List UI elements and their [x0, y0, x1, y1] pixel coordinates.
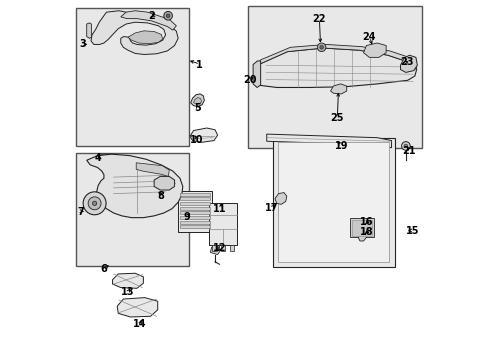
Polygon shape: [210, 245, 220, 255]
Circle shape: [166, 14, 169, 18]
Bar: [180, 211, 210, 215]
Polygon shape: [86, 23, 91, 39]
Bar: [247, 6, 421, 148]
Text: 17: 17: [264, 203, 278, 213]
Text: 21: 21: [402, 145, 415, 156]
Text: 12: 12: [213, 243, 226, 253]
Polygon shape: [358, 232, 366, 241]
Circle shape: [163, 12, 172, 20]
Text: 6: 6: [101, 264, 107, 274]
Bar: [351, 220, 371, 235]
Text: 11: 11: [213, 204, 226, 214]
Polygon shape: [121, 11, 176, 30]
Polygon shape: [400, 55, 416, 72]
Bar: [76, 153, 188, 266]
Polygon shape: [112, 273, 143, 288]
Text: 7: 7: [77, 207, 83, 217]
Text: 16: 16: [360, 217, 373, 227]
Bar: [76, 8, 188, 146]
Bar: [180, 197, 210, 201]
Polygon shape: [117, 298, 158, 317]
Text: 14: 14: [133, 319, 146, 329]
Circle shape: [403, 144, 407, 148]
Polygon shape: [230, 244, 234, 251]
Text: 25: 25: [329, 113, 343, 123]
Text: 22: 22: [312, 14, 325, 24]
Polygon shape: [190, 94, 204, 107]
Bar: [278, 142, 388, 262]
Bar: [178, 191, 212, 232]
Bar: [180, 202, 210, 205]
Circle shape: [88, 197, 101, 210]
Bar: [180, 216, 210, 219]
Text: 20: 20: [242, 75, 256, 85]
Polygon shape: [212, 244, 216, 251]
Bar: [273, 138, 394, 267]
Circle shape: [317, 43, 325, 51]
Bar: [180, 221, 210, 224]
Polygon shape: [136, 163, 169, 176]
Text: 19: 19: [334, 141, 347, 151]
Circle shape: [319, 45, 323, 49]
Text: 24: 24: [362, 32, 375, 42]
Polygon shape: [257, 44, 416, 69]
Bar: [180, 207, 210, 210]
Bar: [180, 193, 210, 196]
Polygon shape: [86, 154, 183, 218]
Text: 8: 8: [158, 191, 164, 201]
Text: 23: 23: [399, 57, 412, 67]
Text: 15: 15: [405, 226, 418, 236]
Text: 3: 3: [79, 40, 85, 49]
Polygon shape: [253, 61, 260, 87]
Text: 2: 2: [148, 11, 155, 21]
Circle shape: [401, 141, 409, 150]
Text: 1: 1: [196, 59, 203, 69]
Bar: [180, 225, 210, 228]
Text: 18: 18: [360, 227, 373, 237]
Text: 13: 13: [121, 287, 134, 297]
Circle shape: [92, 201, 97, 206]
Circle shape: [83, 192, 106, 215]
Bar: [349, 218, 373, 237]
Polygon shape: [193, 98, 201, 104]
Bar: [208, 203, 237, 244]
Polygon shape: [154, 176, 174, 190]
Text: 5: 5: [193, 103, 200, 113]
Polygon shape: [91, 11, 178, 54]
Polygon shape: [330, 84, 346, 94]
Polygon shape: [274, 193, 286, 204]
Polygon shape: [257, 48, 416, 87]
Polygon shape: [190, 128, 217, 142]
Polygon shape: [128, 31, 163, 44]
Polygon shape: [266, 134, 391, 148]
Text: 10: 10: [189, 135, 203, 145]
Text: 4: 4: [95, 153, 102, 163]
Polygon shape: [221, 244, 225, 251]
Text: 9: 9: [183, 212, 189, 222]
Polygon shape: [101, 154, 121, 162]
Polygon shape: [363, 43, 386, 57]
